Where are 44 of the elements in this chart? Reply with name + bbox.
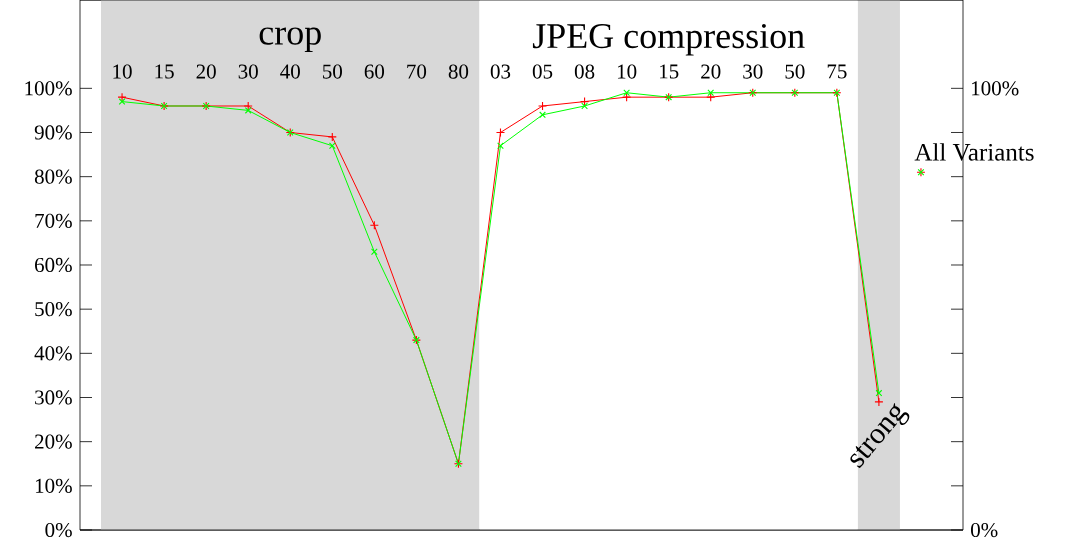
x-tick-label: 05: [532, 64, 553, 79]
x-tick-label: 03: [490, 64, 511, 79]
x-tick-label: 50: [323, 64, 342, 79]
x-tick-label: 80: [448, 64, 469, 79]
y-tick-label: 80%: [34, 169, 72, 184]
point: [623, 89, 630, 97]
band-label: JPEG compression: [532, 23, 805, 56]
x-tick-label: 30: [238, 64, 258, 79]
y-tick-label: 60%: [35, 257, 72, 273]
x-tick-label: 20: [701, 64, 721, 79]
point: [243, 101, 253, 111]
x-tick-label: 30: [743, 64, 763, 79]
x-tick-label: 08: [574, 64, 595, 79]
point: [537, 101, 548, 111]
point: [497, 142, 504, 150]
y-tick-label: 0%: [45, 522, 72, 538]
y-tick-label: 30%: [35, 390, 72, 405]
x-tick-label: 60: [364, 64, 385, 79]
point: [117, 92, 127, 102]
x-tick-label: 10: [113, 64, 132, 79]
y-tick-label: 70%: [35, 213, 72, 228]
y-tick-label: 10%: [35, 478, 72, 493]
y-tick-label: 40%: [34, 346, 72, 361]
series-label: All Variants: [914, 143, 1034, 161]
y2-tick-label: 100%: [972, 81, 1019, 96]
y-tick-label: 50%: [35, 302, 72, 317]
x-tick-label: 75: [827, 64, 847, 79]
point: [118, 98, 126, 105]
y-tick-label: 100%: [25, 81, 72, 96]
x-tick-label: 70: [407, 64, 427, 79]
y-tick-label: 20%: [35, 434, 72, 449]
x-tick-label: 15: [155, 64, 174, 79]
point: [539, 111, 546, 119]
band-label: crop: [259, 27, 321, 53]
y2-tick-label: 0%: [971, 522, 998, 538]
point: [244, 107, 252, 114]
point: [327, 132, 337, 142]
y-tick-label: 90%: [34, 125, 72, 140]
x-tick-label: 15: [660, 64, 679, 79]
x-tick-label: 40: [280, 64, 300, 79]
x-tick-label: 50: [785, 64, 805, 79]
x-tick-label: 20: [196, 64, 216, 79]
point: [581, 102, 588, 110]
x-tick-label: 10: [617, 64, 637, 79]
